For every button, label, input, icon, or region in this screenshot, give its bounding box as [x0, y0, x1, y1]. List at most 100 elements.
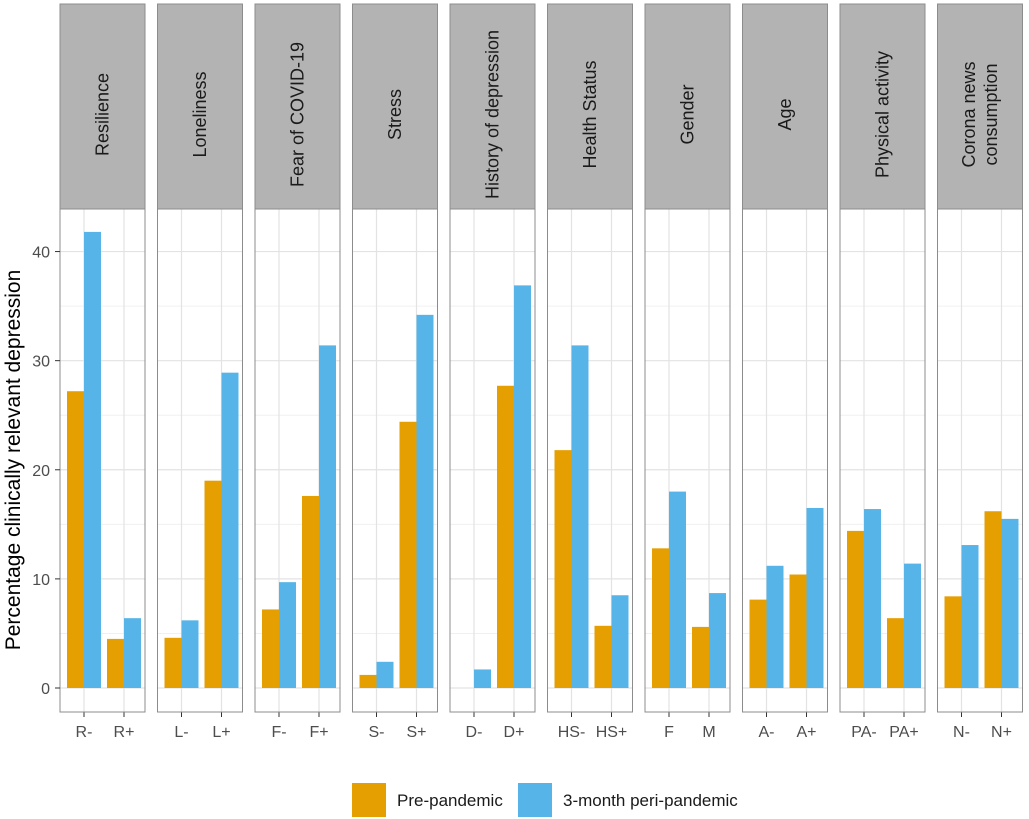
facet-panel: Resilience R- R+	[59, 3, 146, 741]
facet-strip-label: consumption	[981, 63, 1001, 165]
bar-peri-pandemic	[571, 345, 589, 688]
facet-panel: Loneliness L- L+	[157, 3, 243, 741]
x-tick-label: HS-	[558, 724, 586, 741]
panel-border	[937, 208, 1023, 713]
facet-strip-label: Health Status	[580, 60, 600, 168]
bar-peri-pandemic	[84, 231, 101, 688]
facet-strip-label: Age	[775, 98, 795, 130]
bar-peri-pandemic	[864, 509, 881, 688]
bar-peri-pandemic	[806, 507, 824, 688]
bar-pre-pandemic	[652, 548, 669, 688]
facet-panel: History of depression D- D+	[449, 3, 536, 741]
y-tick-label: 20	[32, 463, 50, 480]
facet-panel: Stress S- S+	[352, 3, 438, 741]
panel-border	[157, 208, 243, 713]
facet-strip	[547, 3, 633, 210]
facet-strip	[352, 3, 438, 210]
bar-peri-pandemic	[709, 593, 726, 688]
bar-pre-pandemic	[944, 596, 962, 688]
bar-peri-pandemic	[474, 669, 491, 688]
bar-peri-pandemic	[181, 620, 199, 688]
bar-peri-pandemic	[124, 618, 141, 688]
x-tick-label: F-	[271, 724, 286, 741]
panel-border	[254, 208, 341, 713]
panel-border	[449, 208, 536, 713]
bar-pre-pandemic	[749, 599, 767, 688]
facet-strip	[742, 3, 828, 210]
facet-panel: Gender F M	[644, 3, 731, 741]
facet-strip-label: Physical activity	[872, 51, 892, 178]
bar-pre-pandemic	[692, 626, 709, 688]
panel-border	[644, 208, 731, 713]
x-tick-label: S-	[369, 724, 385, 741]
bar-peri-pandemic	[766, 565, 784, 688]
bar-peri-pandemic	[961, 545, 979, 688]
x-tick-label: N-	[953, 724, 970, 741]
facet-strip	[157, 3, 243, 210]
facet-panel: Fear of COVID-19 F- F+	[254, 3, 341, 741]
bar-pre-pandemic	[399, 421, 417, 688]
bar-peri-pandemic	[319, 345, 336, 688]
y-tick-label: 0	[41, 681, 50, 698]
x-tick-label: PA-	[851, 724, 876, 741]
facet-panels: Resilience R- R+ Loneliness L- L+ Fear of COVI…	[59, 3, 1023, 741]
legend-item-pre-pandemic: Pre-pandemic	[352, 783, 503, 817]
legend: Pre-pandemic 3-month peri-pandemic	[352, 783, 738, 817]
bar-peri-pandemic	[514, 285, 531, 688]
facet-strip	[937, 3, 1023, 210]
facet-strip	[254, 3, 341, 210]
x-tick-label: HS+	[596, 724, 628, 741]
bar-pre-pandemic	[262, 609, 279, 688]
bar-pre-pandemic	[847, 530, 864, 688]
facet-strip-label: Resilience	[92, 73, 112, 156]
facet-strip	[59, 3, 146, 210]
bar-pre-pandemic	[594, 625, 612, 688]
y-axis-title: Percentage clinically relevant depressio…	[2, 270, 25, 651]
x-tick-label: F	[664, 724, 674, 741]
facet-strip	[449, 3, 536, 210]
facet-panel: Health Status HS- HS+	[547, 3, 633, 741]
facet-strip-label: Stress	[385, 89, 405, 140]
x-tick-label: L-	[174, 724, 188, 741]
panel-border	[547, 208, 633, 713]
panel-border	[839, 208, 926, 713]
facet-strip-label: Corona news	[959, 61, 979, 167]
bar-pre-pandemic	[789, 574, 807, 688]
x-tick-label: M	[702, 724, 715, 741]
bar-pre-pandemic	[164, 637, 182, 688]
bar-peri-pandemic	[611, 595, 629, 688]
bar-pre-pandemic	[302, 495, 319, 688]
facet-panel: Age A- A+	[742, 3, 828, 741]
bar-peri-pandemic	[669, 491, 686, 688]
x-tick-label: N+	[991, 724, 1012, 741]
bar-pre-pandemic	[984, 511, 1002, 688]
bar-peri-pandemic	[416, 314, 434, 688]
bar-peri-pandemic	[279, 582, 296, 688]
y-tick-label: 10	[32, 572, 50, 589]
bar-pre-pandemic	[107, 638, 124, 688]
x-tick-label: R-	[76, 724, 93, 741]
x-tick-label: S+	[406, 724, 426, 741]
y-tick-label: 30	[32, 354, 50, 371]
bar-pre-pandemic	[204, 480, 222, 688]
bar-peri-pandemic	[1001, 518, 1019, 688]
x-tick-label: D-	[466, 724, 483, 741]
bar-pre-pandemic	[887, 618, 904, 688]
x-tick-label: A+	[796, 724, 816, 741]
bar-peri-pandemic	[904, 563, 921, 688]
bar-pre-pandemic	[67, 391, 84, 688]
x-tick-label: F+	[309, 724, 328, 741]
x-tick-label: D+	[504, 724, 525, 741]
legend-swatch	[518, 783, 552, 817]
bar-peri-pandemic	[221, 372, 239, 688]
facet-strip-label: Fear of COVID-19	[287, 42, 307, 187]
x-tick-label: PA+	[889, 724, 919, 741]
x-tick-label: A-	[759, 724, 775, 741]
legend-swatch	[352, 783, 386, 817]
legend-item-peri-pandemic: 3-month peri-pandemic	[518, 783, 738, 817]
bar-pre-pandemic	[359, 674, 377, 688]
facet-panel: Physical activity PA- PA+	[839, 3, 926, 741]
bar-peri-pandemic	[376, 661, 394, 688]
y-tick-label: 40	[32, 245, 50, 262]
